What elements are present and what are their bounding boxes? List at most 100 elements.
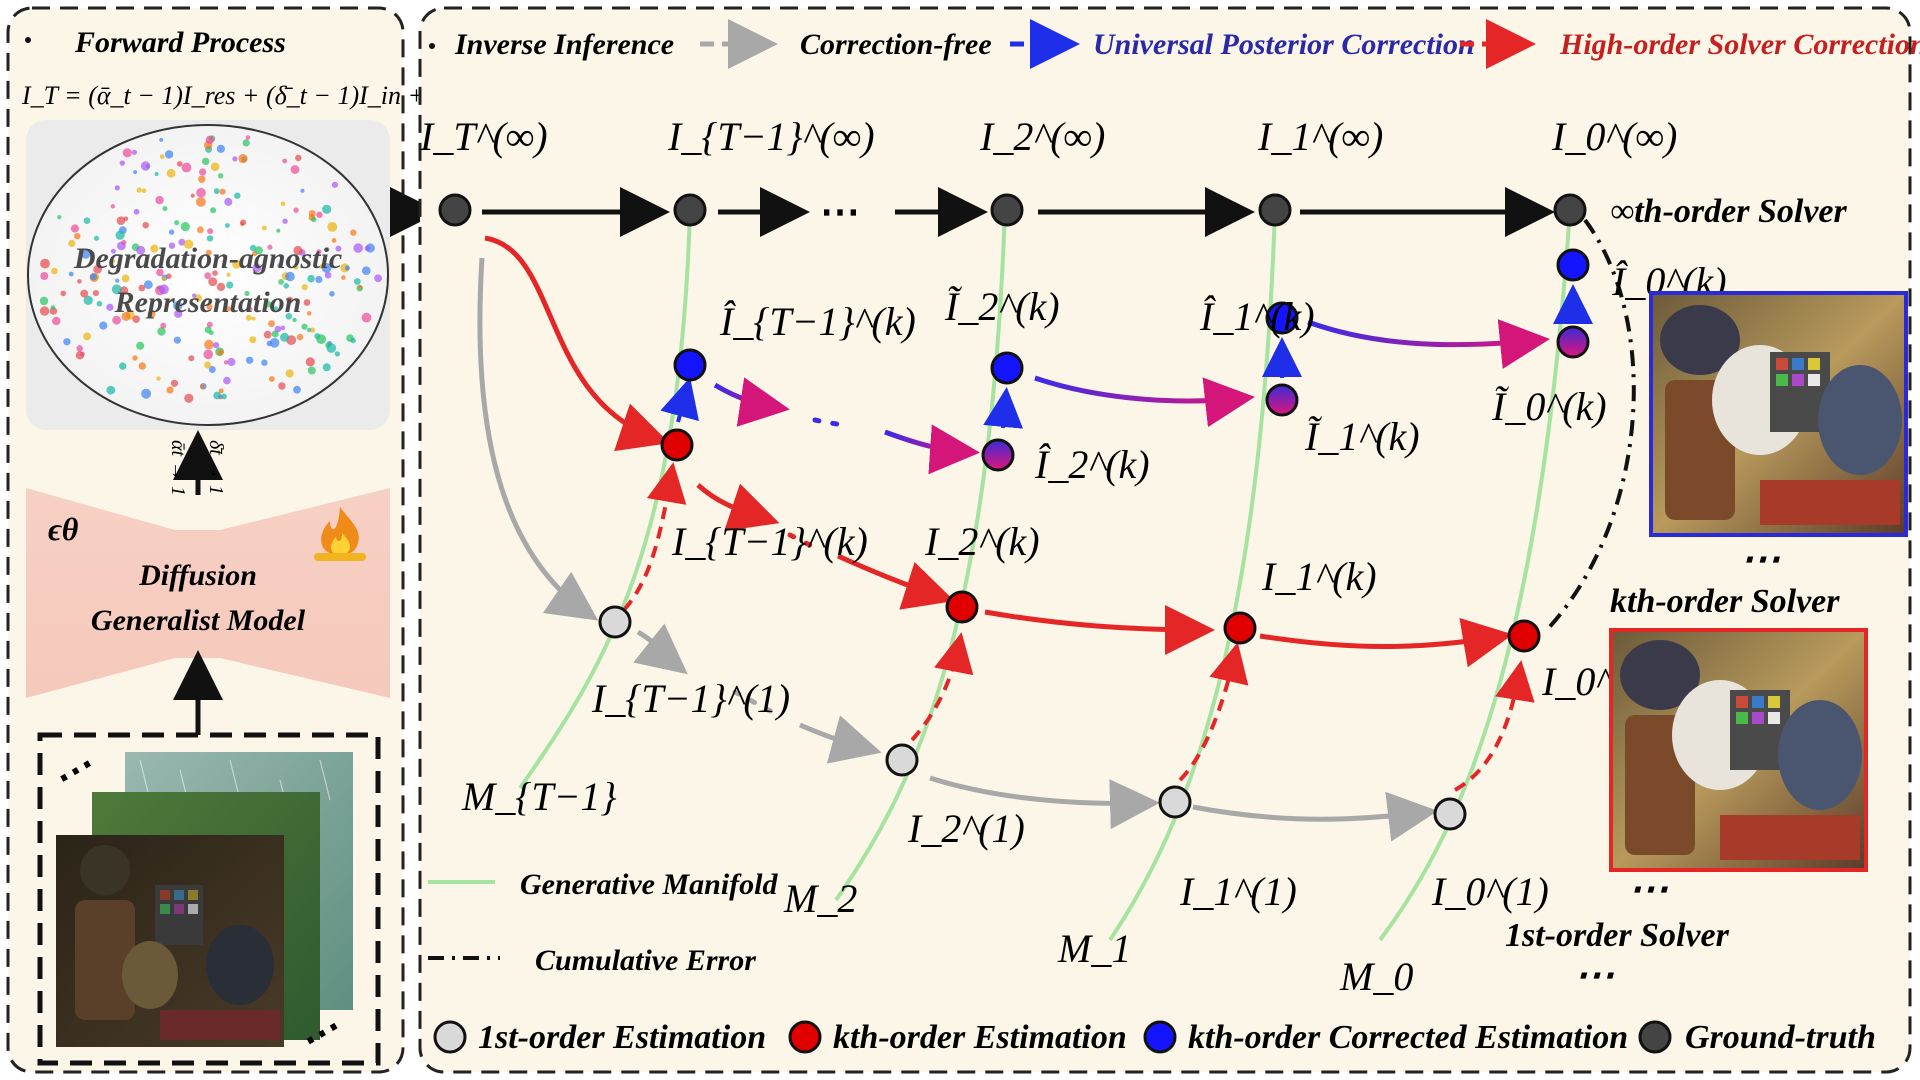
noise-dot bbox=[74, 233, 81, 240]
noise-dot bbox=[266, 340, 273, 347]
noise-dot bbox=[164, 150, 174, 159]
noise-dot bbox=[309, 327, 316, 333]
noise-dot bbox=[344, 265, 350, 271]
noise-dot bbox=[350, 229, 357, 236]
noise-dot bbox=[160, 322, 167, 329]
noise-dot bbox=[218, 388, 224, 394]
noise-dot bbox=[247, 306, 253, 312]
corrected-swatch bbox=[1143, 1020, 1177, 1054]
noise-dot bbox=[136, 187, 142, 193]
noise-dot bbox=[307, 327, 312, 332]
label-tilde-1: Ĩ_1^(k) bbox=[1304, 414, 1420, 459]
legend-first-order: 1st-order Estimation bbox=[478, 1019, 766, 1056]
kth-order-paths bbox=[484, 235, 1513, 668]
noise-dot bbox=[173, 300, 183, 311]
noise-dots bbox=[39, 135, 382, 403]
noise-dot bbox=[115, 278, 120, 283]
noise-dot bbox=[136, 341, 145, 350]
noise-dot bbox=[238, 154, 248, 164]
noise-dot bbox=[232, 259, 242, 269]
noise-dot bbox=[283, 283, 290, 289]
noise-dot bbox=[234, 192, 241, 199]
noise-dot bbox=[110, 204, 116, 209]
first-order-paths bbox=[477, 257, 1438, 842]
noise-dot bbox=[122, 148, 132, 158]
noise-dot bbox=[293, 265, 299, 270]
noise-dot bbox=[111, 284, 122, 295]
ground-truth-row: ⋯ bbox=[482, 187, 1555, 237]
noise-dot bbox=[292, 317, 297, 323]
label-hat-1: Î_1^(k) bbox=[1199, 294, 1315, 339]
noise-dot bbox=[261, 225, 267, 231]
noise-dot bbox=[181, 162, 192, 173]
noise-dot bbox=[300, 188, 305, 193]
fire-icon bbox=[314, 507, 366, 561]
noise-dot bbox=[285, 271, 295, 282]
noise-dot bbox=[199, 168, 207, 176]
label-tilde-2: Ĩ_2^(k) bbox=[944, 284, 1060, 329]
noise-dot bbox=[321, 263, 332, 273]
tilde-node-1 bbox=[1265, 383, 1299, 417]
legend-error: Cumulative Error bbox=[535, 944, 756, 977]
noise-dot bbox=[110, 248, 116, 254]
solver-dots-3: ⋯ bbox=[1574, 952, 1614, 997]
noise-dot bbox=[273, 306, 278, 311]
noise-dot bbox=[207, 228, 214, 235]
noise-dot bbox=[83, 332, 91, 341]
noise-dot bbox=[274, 325, 282, 333]
noise-dot bbox=[307, 366, 316, 375]
noise-dot bbox=[240, 219, 247, 226]
noise-dot bbox=[225, 223, 230, 228]
noise-dot bbox=[147, 310, 156, 319]
solver-inf-label: ∞th-order Solver bbox=[1610, 193, 1848, 230]
noise-dot bbox=[223, 360, 229, 365]
noise-dot bbox=[249, 336, 257, 344]
corrected-node-1 bbox=[1265, 301, 1299, 335]
noise-dot bbox=[83, 217, 91, 224]
noise-dot bbox=[216, 144, 225, 153]
model-symbol: ϵθ bbox=[48, 511, 79, 547]
noise-dot bbox=[315, 275, 323, 284]
noise-dot bbox=[204, 326, 212, 334]
noise-dot bbox=[99, 321, 108, 330]
manifold-label-0: M_0 bbox=[1339, 954, 1413, 999]
noise-dot bbox=[166, 168, 176, 178]
representation-label-1: Degradation-agnostic bbox=[73, 242, 342, 275]
noise-dot bbox=[142, 221, 149, 229]
noise-dot bbox=[278, 279, 284, 285]
inf-order-result-image bbox=[1649, 291, 1908, 537]
label-one-2: I_2^(1) bbox=[907, 806, 1025, 851]
noise-dot bbox=[157, 327, 166, 336]
noise-dot bbox=[293, 385, 301, 394]
universal-corrections bbox=[660, 284, 1593, 429]
noise-dot bbox=[219, 188, 226, 195]
noise-dot bbox=[244, 290, 250, 297]
lowlight-scene-content bbox=[75, 845, 280, 1040]
noise-dot bbox=[205, 135, 215, 144]
noise-dot bbox=[216, 282, 226, 292]
noise-dot bbox=[276, 228, 281, 233]
noise-dot bbox=[170, 379, 179, 387]
noise-dot bbox=[40, 258, 50, 269]
model-label-1: Diffusion bbox=[138, 559, 257, 592]
kth-node-2 bbox=[945, 590, 979, 624]
noise-dot bbox=[202, 157, 210, 166]
noise-dot bbox=[39, 296, 49, 306]
noise-dot bbox=[210, 162, 220, 172]
noise-dot bbox=[280, 332, 289, 342]
label-hat-T1: Î_{T−1}^(k) bbox=[719, 299, 916, 344]
noise-dot bbox=[280, 201, 286, 207]
noise-dot bbox=[268, 376, 275, 382]
noise-dot bbox=[362, 266, 371, 276]
solver-dots-2: ⋯ bbox=[1628, 866, 1668, 911]
label-k-2: I_2^(k) bbox=[924, 519, 1040, 564]
noise-dot bbox=[282, 158, 288, 164]
noise-dot bbox=[311, 216, 317, 223]
noise-dot bbox=[168, 242, 176, 249]
noise-dot bbox=[123, 216, 129, 222]
label-k-1: I_1^(k) bbox=[1261, 554, 1377, 599]
corrected-node-2 bbox=[990, 351, 1024, 385]
noise-dot bbox=[155, 195, 164, 205]
noise-dot bbox=[293, 245, 303, 256]
first-node-0 bbox=[1433, 797, 1467, 831]
